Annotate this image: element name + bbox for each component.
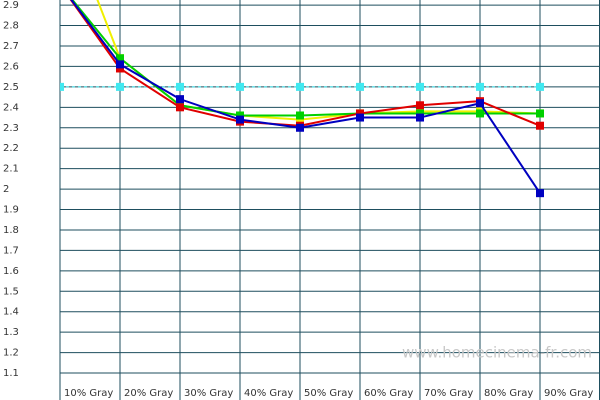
y-tick-label: 2.9 [3, 0, 19, 11]
x-tick-label: 80% Gray [484, 388, 533, 399]
y-tick-label: 2.2 [3, 143, 19, 154]
marker [536, 189, 544, 198]
marker [296, 123, 304, 132]
x-tick-label: 60% Gray [364, 388, 413, 399]
marker [60, 82, 64, 91]
y-tick-label: 1.1 [3, 368, 19, 379]
y-tick-label: 2.8 [3, 21, 19, 32]
marker [116, 64, 124, 73]
y-tick-label: 2.4 [3, 102, 19, 113]
x-tick-label: 10% Gray [64, 388, 113, 399]
marker [476, 99, 484, 108]
marker [296, 115, 304, 124]
y-tick-label: 2 [3, 184, 9, 195]
marker [536, 121, 544, 130]
watermark: www.homecinema-fr.com [402, 344, 592, 362]
grid: 1.1 1.2 1.3 1.4 1.5 1.6 1.7 1.8 1.9 2 2.1 2.2 2.3 2.4… [3, 0, 600, 400]
y-tick-label: 2.5 [3, 82, 19, 93]
y-tick-label: 1.9 [3, 205, 19, 216]
x-tick-label: 20% Gray [124, 388, 173, 399]
marker [236, 82, 244, 91]
marker [296, 111, 304, 120]
x-tick-label: 40% Gray [244, 388, 293, 399]
marker [356, 109, 364, 118]
marker [116, 54, 124, 63]
marker [416, 82, 424, 91]
y-tick-label: 1.8 [3, 225, 19, 236]
y-tick-label: 2.1 [3, 164, 19, 175]
marker [176, 103, 184, 112]
marker [116, 60, 124, 69]
marker [536, 109, 544, 118]
x-tick-label: 50% Gray [304, 388, 353, 399]
marker [416, 113, 424, 122]
marker [176, 95, 184, 104]
x-tick-label: 90% Gray [544, 388, 593, 399]
marker [296, 82, 304, 91]
y-tick-label: 1.4 [3, 307, 19, 318]
y-tick-label: 1.5 [3, 286, 19, 297]
y-tick-label: 1.3 [3, 327, 19, 338]
marker [356, 113, 364, 122]
y-tick-label: 1.6 [3, 266, 19, 277]
marker [176, 82, 184, 91]
x-tick-label: 70% Gray [424, 388, 473, 399]
marker [536, 82, 544, 91]
y-tick-label: 2.6 [3, 61, 19, 72]
marker [236, 111, 244, 120]
marker [236, 115, 244, 124]
marker [356, 82, 364, 91]
marker [416, 101, 424, 110]
marker [476, 82, 484, 91]
marker [416, 109, 424, 118]
y-tick-label: 2.3 [3, 123, 19, 134]
marker [116, 82, 124, 91]
marker [476, 109, 484, 118]
plot-area [60, 0, 544, 198]
y-tick-label: 2.7 [3, 41, 19, 52]
y-tick-label: 1.2 [3, 348, 19, 359]
x-tick-label: 30% Gray [184, 388, 233, 399]
y-tick-label: 1.7 [3, 245, 19, 256]
